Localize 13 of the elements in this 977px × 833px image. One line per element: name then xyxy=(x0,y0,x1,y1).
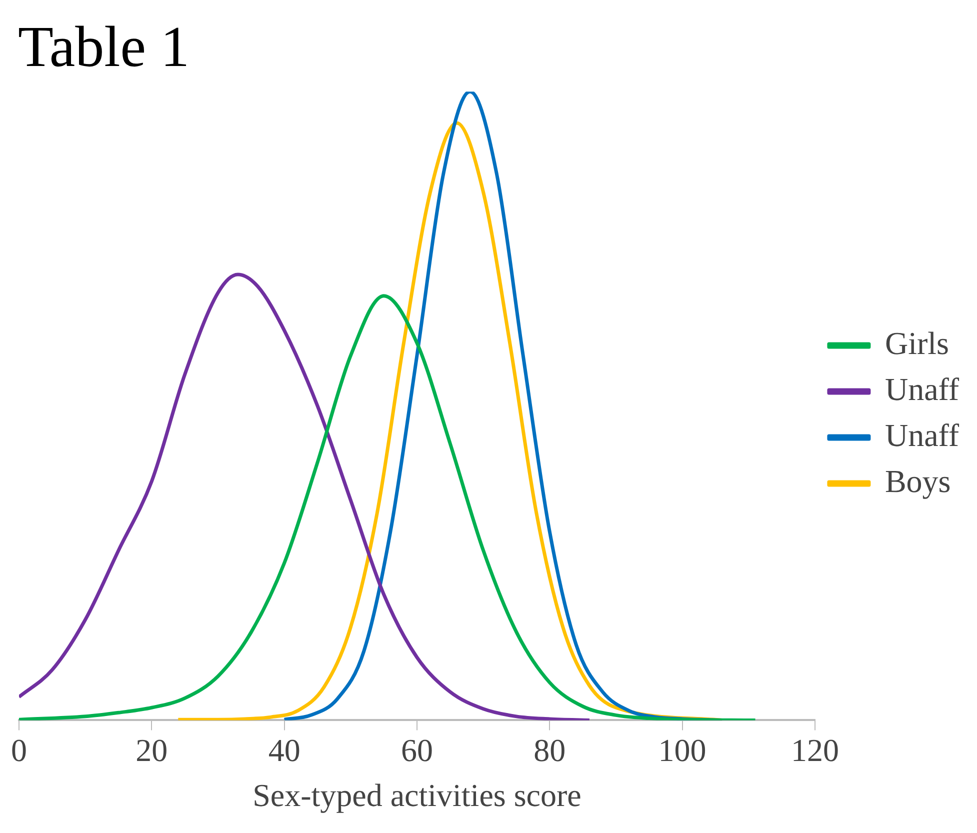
x-tick-label: 120 xyxy=(790,732,839,768)
legend-label: Unaff xyxy=(884,370,960,407)
chart-title: Table 1 xyxy=(18,14,190,80)
x-tick-label: 60 xyxy=(400,732,433,768)
legend-label: Girls xyxy=(884,324,949,361)
x-axis-title: Sex-typed activities score xyxy=(252,777,582,814)
x-tick-label: 0 xyxy=(11,732,27,768)
x-tick-label: 40 xyxy=(268,732,300,768)
x-tick-label: 20 xyxy=(136,732,168,768)
legend-label: Unaff xyxy=(884,416,960,453)
legend-label: Boys xyxy=(884,462,951,499)
x-tick-label: 100 xyxy=(658,732,706,768)
x-tick-label: 80 xyxy=(534,732,566,768)
